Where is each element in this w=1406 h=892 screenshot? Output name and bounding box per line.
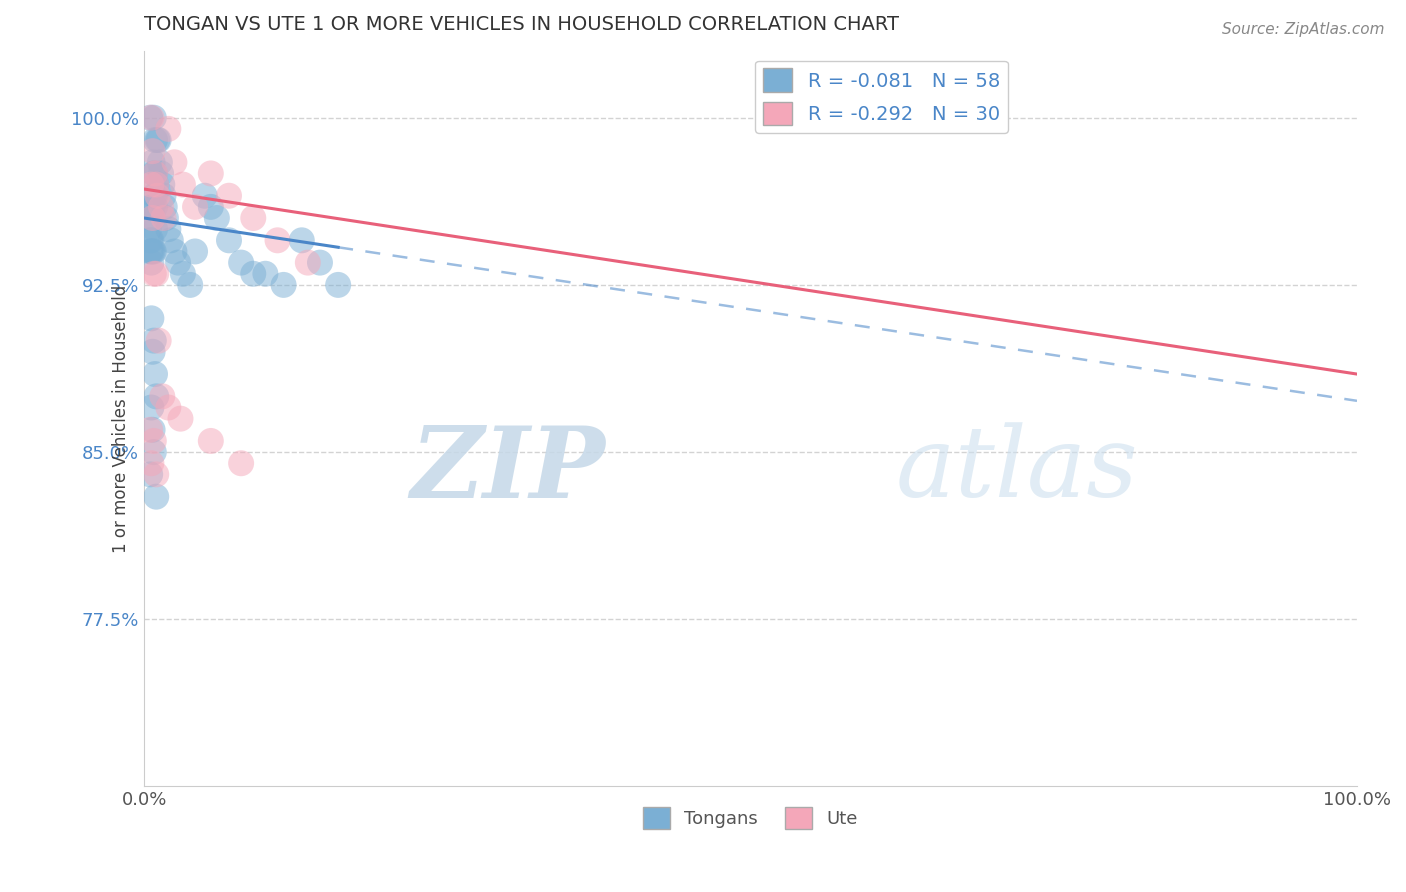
Point [148, 334, 170, 348]
Point [242, 211, 264, 225]
Point [142, 434, 165, 448]
Point [184, 200, 207, 214]
Point [145, 490, 167, 504]
Point [148, 133, 170, 147]
Point [218, 233, 240, 247]
Point [146, 188, 169, 202]
Text: atlas: atlas [896, 423, 1139, 517]
Point [297, 255, 319, 269]
Point [142, 111, 165, 125]
Text: Source: ZipAtlas.com: Source: ZipAtlas.com [1222, 22, 1385, 37]
Point [179, 277, 201, 292]
Point [142, 211, 165, 225]
Point [150, 178, 173, 192]
Point [139, 467, 162, 482]
Point [194, 188, 217, 202]
Point [142, 211, 165, 225]
Point [155, 211, 177, 225]
Point [150, 200, 173, 214]
Point [157, 121, 180, 136]
Y-axis label: 1 or more Vehicles in Household: 1 or more Vehicles in Household [112, 285, 131, 553]
Point [145, 467, 167, 482]
Point [141, 178, 163, 192]
Point [150, 166, 173, 180]
Point [142, 155, 165, 169]
Text: ZIP: ZIP [411, 422, 605, 518]
Point [242, 267, 264, 281]
Point [141, 255, 163, 269]
Point [142, 244, 165, 259]
Point [328, 277, 350, 292]
Point [205, 211, 228, 225]
Point [142, 344, 165, 359]
Point [143, 200, 166, 214]
Point [145, 267, 167, 281]
Point [138, 222, 160, 236]
Point [167, 255, 190, 269]
Point [141, 401, 163, 415]
Point [141, 244, 163, 259]
Point [142, 188, 165, 202]
Point [200, 166, 222, 180]
Point [142, 267, 165, 281]
Point [142, 166, 165, 180]
Point [254, 267, 277, 281]
Point [142, 334, 165, 348]
Point [145, 178, 167, 192]
Point [141, 111, 163, 125]
Point [139, 244, 162, 259]
Point [145, 178, 167, 192]
Point [141, 311, 163, 326]
Point [184, 244, 207, 259]
Point [146, 133, 169, 147]
Point [172, 267, 194, 281]
Point [142, 445, 165, 459]
Point [139, 423, 162, 437]
Point [139, 233, 162, 247]
Point [142, 423, 165, 437]
Point [200, 200, 222, 214]
Point [218, 188, 240, 202]
Point [169, 411, 191, 425]
Point [159, 233, 181, 247]
Point [157, 401, 180, 415]
Point [266, 233, 288, 247]
Point [153, 200, 176, 214]
Point [142, 144, 165, 158]
Point [143, 222, 166, 236]
Point [143, 188, 166, 202]
Text: TONGAN VS UTE 1 OR MORE VEHICLES IN HOUSEHOLD CORRELATION CHART: TONGAN VS UTE 1 OR MORE VEHICLES IN HOUS… [143, 15, 898, 34]
Point [145, 389, 167, 403]
Point [231, 255, 253, 269]
Point [309, 255, 332, 269]
Point [273, 277, 295, 292]
Point [141, 200, 163, 214]
Point [152, 188, 174, 202]
Point [163, 244, 186, 259]
Point [157, 222, 180, 236]
Point [163, 155, 186, 169]
Point [142, 244, 165, 259]
Point [291, 233, 314, 247]
Point [143, 133, 166, 147]
Point [200, 434, 222, 448]
Point [172, 178, 194, 192]
Point [152, 211, 174, 225]
Point [139, 111, 162, 125]
Point [143, 166, 166, 180]
Point [143, 166, 166, 180]
Point [149, 155, 172, 169]
Point [231, 456, 253, 470]
Point [143, 367, 166, 381]
Point [142, 200, 165, 214]
Point [141, 456, 163, 470]
Legend: Tongans, Ute: Tongans, Ute [636, 800, 866, 837]
Point [150, 389, 173, 403]
Point [141, 233, 163, 247]
